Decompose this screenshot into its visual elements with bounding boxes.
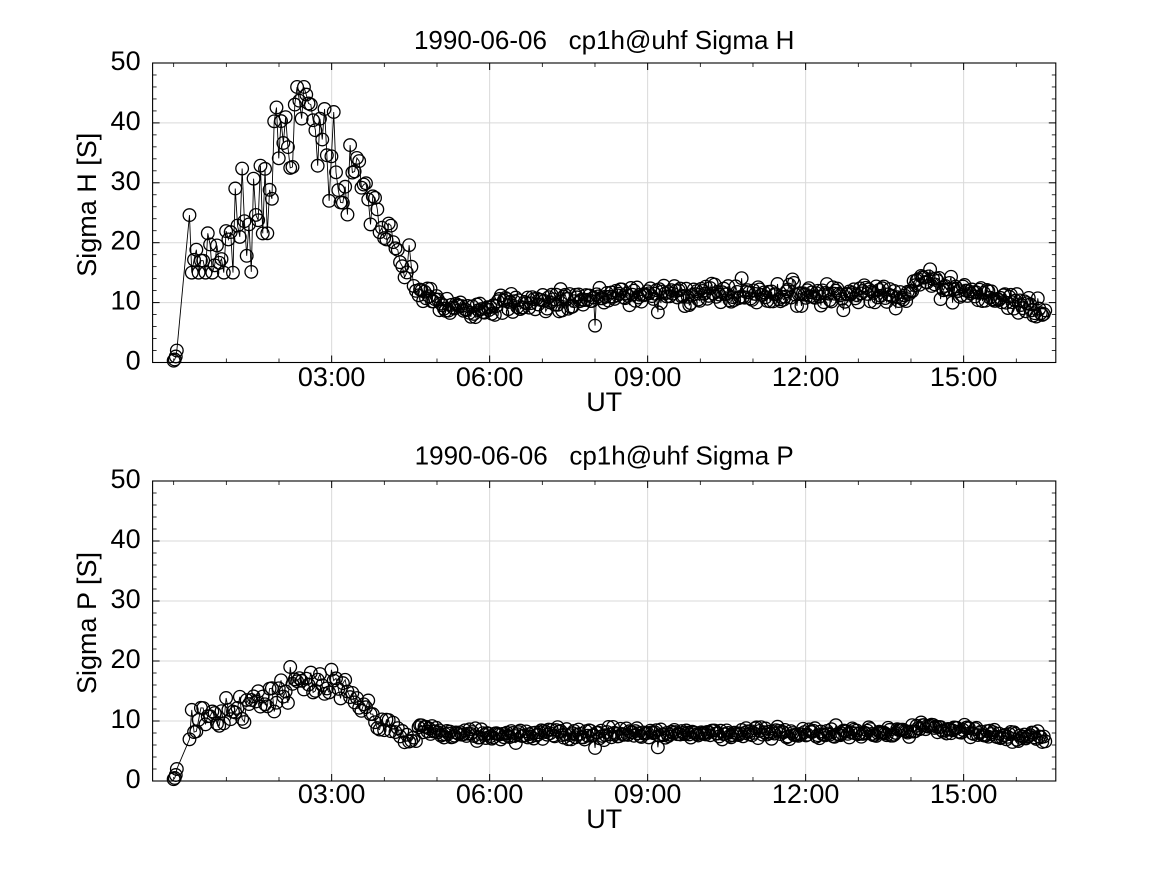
svg-text:Sigma P [S]: Sigma P [S] (72, 552, 102, 694)
svg-text:15:00: 15:00 (930, 362, 998, 392)
svg-text:50: 50 (111, 464, 141, 494)
svg-text:0: 0 (126, 346, 141, 376)
svg-text:0: 0 (126, 764, 141, 794)
svg-text:50: 50 (111, 46, 141, 76)
svg-text:40: 40 (111, 106, 141, 136)
svg-text:15:00: 15:00 (930, 779, 998, 809)
svg-text:10: 10 (111, 704, 141, 734)
svg-text:12:00: 12:00 (772, 362, 840, 392)
svg-text:03:00: 03:00 (298, 779, 366, 809)
svg-text:06:00: 06:00 (456, 362, 524, 392)
svg-text:09:00: 09:00 (614, 362, 682, 392)
svg-text:09:00: 09:00 (614, 779, 682, 809)
svg-text:20: 20 (111, 226, 141, 256)
svg-text:06:00: 06:00 (456, 779, 524, 809)
svg-text:30: 30 (111, 166, 141, 196)
svg-text:03:00: 03:00 (298, 362, 366, 392)
svg-text:1990-06-06 cp1h@uhf Sigma H: 1990-06-06 cp1h@uhf Sigma H (414, 25, 795, 55)
svg-text:12:00: 12:00 (772, 779, 840, 809)
svg-text:UT: UT (586, 804, 622, 834)
svg-text:1990-06-06 cp1h@uhf Sigma P: 1990-06-06 cp1h@uhf Sigma P (415, 441, 794, 471)
svg-text:UT: UT (586, 387, 622, 417)
svg-text:20: 20 (111, 644, 141, 674)
svg-text:Sigma H [S]: Sigma H [S] (72, 133, 102, 277)
svg-text:30: 30 (111, 584, 141, 614)
svg-text:10: 10 (111, 286, 141, 316)
svg-text:40: 40 (111, 524, 141, 554)
